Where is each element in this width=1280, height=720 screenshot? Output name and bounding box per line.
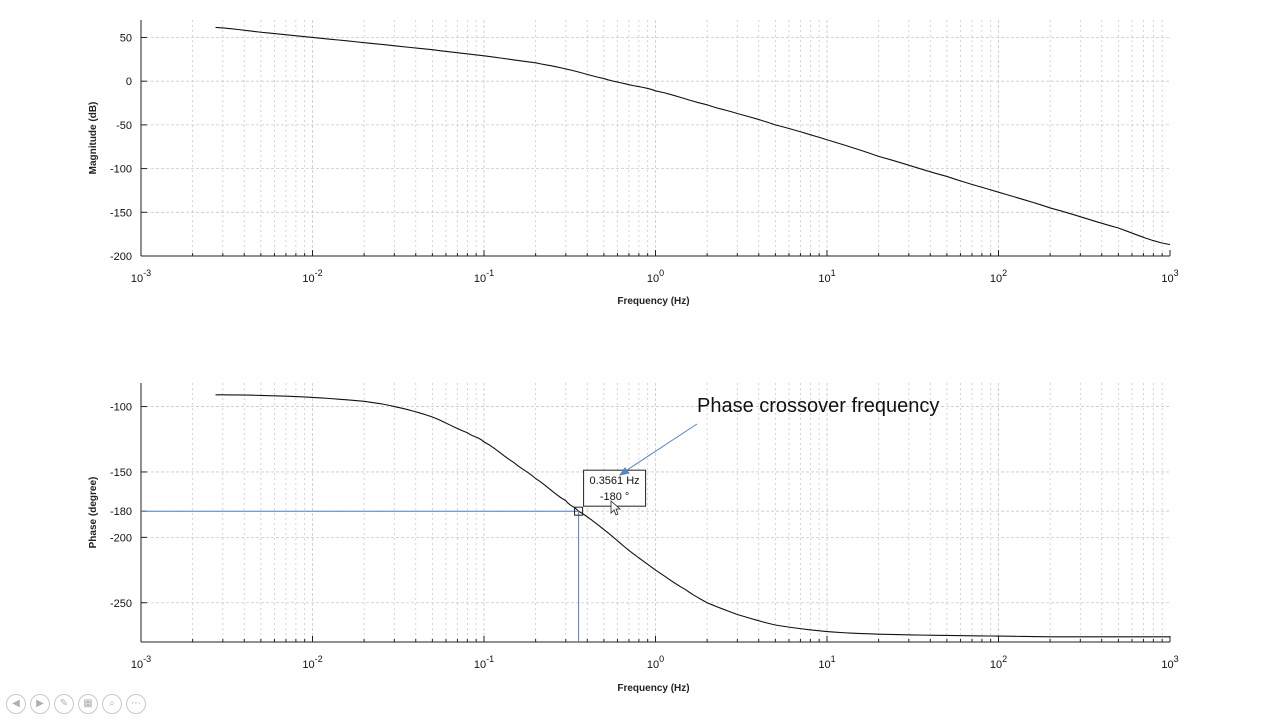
y-tick-label: -150 bbox=[110, 207, 132, 219]
y-tick-label: -200 bbox=[110, 251, 132, 263]
x-axis-title: Frequency (Hz) bbox=[617, 296, 689, 307]
y-tick-label: -100 bbox=[110, 402, 132, 414]
series-line bbox=[215, 394, 1170, 638]
next-icon[interactable]: ▶ bbox=[30, 694, 50, 714]
more-icon[interactable]: ⋯ bbox=[126, 694, 146, 714]
x-tick-label: 100 bbox=[647, 654, 664, 671]
y-axis-title: Phase (degree) bbox=[88, 477, 99, 549]
datatip-y-value: -180 ° bbox=[600, 491, 629, 503]
annotation-label: Phase crossover frequency bbox=[697, 395, 939, 417]
x-tick-label: 10-3 bbox=[131, 268, 151, 285]
x-tick-label: 103 bbox=[1161, 268, 1178, 285]
phase-plot: 10-3 10-2 10-1 100 101 102 103 -100 -150 -180 -200… bbox=[88, 383, 1179, 694]
y-tick-label: 50 bbox=[120, 32, 132, 44]
y-tick-label: -150 bbox=[110, 467, 132, 479]
slides-icon[interactable]: ▦ bbox=[78, 694, 98, 714]
y-tick-label: 0 bbox=[126, 76, 132, 88]
annotation-arrow-line bbox=[623, 423, 698, 473]
zoom-icon[interactable]: ⌕ bbox=[102, 694, 122, 714]
datatip-box bbox=[583, 469, 647, 507]
x-tick-label: 100 bbox=[647, 268, 664, 285]
y-axis-title: Magnitude (dB) bbox=[88, 102, 99, 175]
x-tick-label: 10-3 bbox=[131, 654, 151, 671]
y-tick-label: -180 bbox=[110, 506, 132, 518]
datatip-x-value: 0.3561 Hz bbox=[590, 475, 640, 487]
x-tick-label: 10-2 bbox=[302, 268, 322, 285]
series-line bbox=[215, 26, 1171, 246]
pen-icon[interactable]: ✎ bbox=[54, 694, 74, 714]
slideshow-toolbar: ◀ ▶ ✎ ▦ ⌕ ⋯ bbox=[6, 694, 146, 714]
x-tick-label: 103 bbox=[1161, 654, 1178, 671]
x-tick-label: 10-2 bbox=[302, 654, 322, 671]
x-tick-label: 101 bbox=[818, 654, 835, 671]
magnitude-plot: 10-3 10-2 10-1 100 101 102 103 50 0 -50 -100 -150 -2… bbox=[88, 20, 1179, 307]
x-tick-label: 10-1 bbox=[474, 654, 494, 671]
datatip-marker bbox=[574, 506, 584, 516]
y-tick-label: -50 bbox=[116, 120, 132, 132]
cursor-icon bbox=[610, 500, 622, 516]
prev-icon[interactable]: ◀ bbox=[6, 694, 26, 714]
x-tick-label: 102 bbox=[990, 654, 1007, 671]
x-tick-label: 101 bbox=[818, 268, 835, 285]
y-tick-label: -200 bbox=[110, 532, 132, 544]
x-tick-label: 10-1 bbox=[474, 268, 494, 285]
x-axis-title: Frequency (Hz) bbox=[617, 683, 689, 694]
y-tick-label: -250 bbox=[110, 598, 132, 610]
annotation-arrowhead bbox=[618, 467, 630, 476]
y-tick-label: -100 bbox=[110, 164, 132, 176]
x-tick-label: 102 bbox=[990, 268, 1007, 285]
